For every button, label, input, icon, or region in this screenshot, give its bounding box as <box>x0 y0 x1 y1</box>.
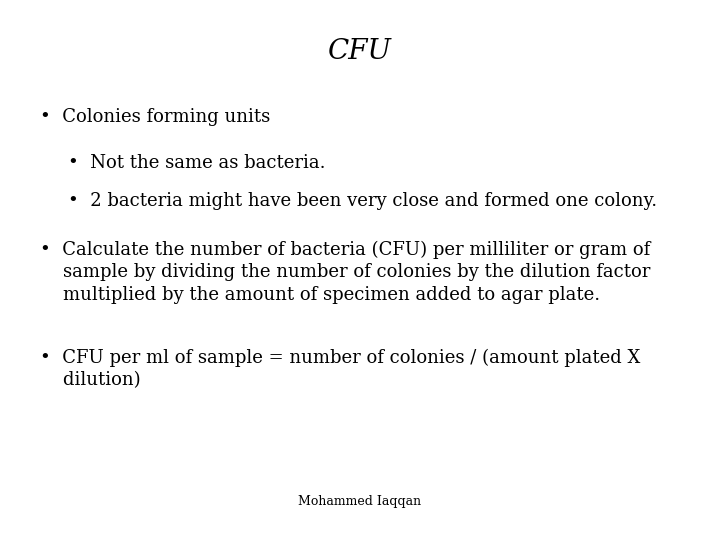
Text: •  Not the same as bacteria.: • Not the same as bacteria. <box>68 154 326 172</box>
Text: •  Calculate the number of bacteria (CFU) per milliliter or gram of
    sample b: • Calculate the number of bacteria (CFU)… <box>40 240 650 305</box>
Text: Mohammed Iaqqan: Mohammed Iaqqan <box>298 495 422 508</box>
Text: •  2 bacteria might have been very close and formed one colony.: • 2 bacteria might have been very close … <box>68 192 657 210</box>
Text: CFU: CFU <box>328 38 392 65</box>
Text: •  Colonies forming units: • Colonies forming units <box>40 108 270 126</box>
Text: •  CFU per ml of sample = number of colonies / (amount plated X
    dilution): • CFU per ml of sample = number of colon… <box>40 348 640 389</box>
